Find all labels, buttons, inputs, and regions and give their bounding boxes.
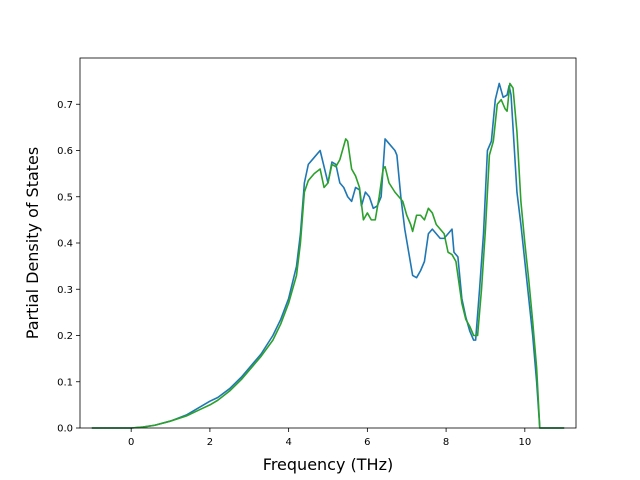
y-tick-label: 0.5 bbox=[57, 192, 73, 203]
x-tick-label: 4 bbox=[285, 437, 291, 448]
y-axis-label: Partial Density of States bbox=[23, 147, 42, 339]
y-tick-label: 0.0 bbox=[57, 424, 73, 435]
y-axis-ticks: 0.0 0.1 0.2 0.3 0.4 0.5 0.6 0.7 bbox=[57, 100, 80, 435]
y-tick-label: 0.1 bbox=[57, 377, 73, 388]
x-tick-label: 0 bbox=[128, 437, 134, 448]
x-axis-label: Frequency (THz) bbox=[263, 455, 393, 474]
x-tick-label: 8 bbox=[443, 437, 449, 448]
x-axis-ticks: 0 2 4 6 8 10 bbox=[128, 428, 531, 448]
plot-lines bbox=[91, 82, 565, 429]
y-tick-label: 0.2 bbox=[57, 331, 73, 342]
y-tick-label: 0.7 bbox=[57, 100, 73, 111]
y-tick-label: 0.4 bbox=[57, 239, 73, 250]
x-tick-label: 2 bbox=[207, 437, 213, 448]
y-tick-label: 0.6 bbox=[57, 146, 73, 157]
series-line-1 bbox=[91, 82, 565, 429]
y-tick-label: 0.3 bbox=[57, 285, 73, 296]
x-tick-label: 10 bbox=[518, 437, 531, 448]
x-tick-label: 6 bbox=[364, 437, 370, 448]
plot-frame bbox=[79, 57, 577, 429]
series-line-2 bbox=[91, 82, 565, 429]
